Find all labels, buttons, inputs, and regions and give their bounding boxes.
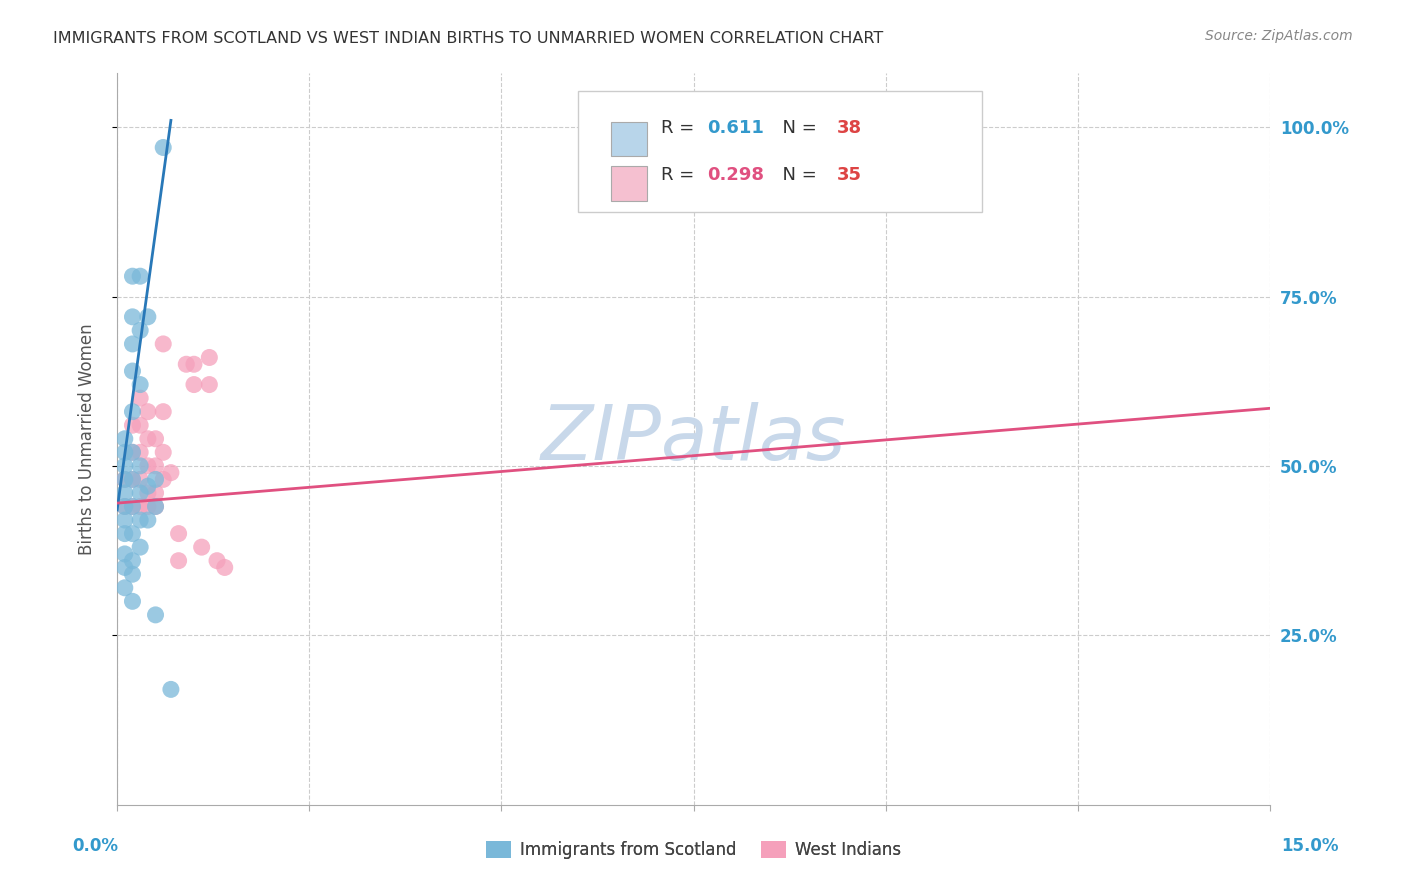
Text: 38: 38: [837, 120, 862, 137]
Point: [114, 472, 136, 486]
Text: 15.0%: 15.0%: [1282, 837, 1339, 855]
Point: [121, 567, 143, 582]
Text: Source: ZipAtlas.com: Source: ZipAtlas.com: [1205, 29, 1353, 43]
Point: [136, 310, 159, 324]
Point: [121, 500, 143, 514]
Point: [121, 364, 143, 378]
Point: [129, 472, 152, 486]
Text: 0.298: 0.298: [707, 166, 765, 184]
Point: [121, 418, 143, 433]
Point: [214, 560, 236, 574]
Point: [136, 513, 159, 527]
Point: [129, 500, 152, 514]
Point: [145, 472, 167, 486]
Point: [152, 472, 174, 486]
Point: [160, 682, 183, 697]
Point: [145, 500, 167, 514]
FancyBboxPatch shape: [610, 166, 648, 201]
Point: [145, 500, 167, 514]
Point: [114, 486, 136, 500]
Point: [190, 540, 212, 554]
Point: [114, 547, 136, 561]
Point: [183, 357, 205, 371]
Text: 35: 35: [837, 166, 862, 184]
Point: [129, 458, 152, 473]
Point: [121, 269, 143, 284]
Point: [114, 500, 136, 514]
Point: [129, 513, 152, 527]
Point: [129, 540, 152, 554]
Point: [114, 581, 136, 595]
Text: 0.611: 0.611: [707, 120, 765, 137]
Point: [198, 351, 221, 365]
Point: [121, 445, 143, 459]
Point: [145, 607, 167, 622]
Point: [145, 458, 167, 473]
Point: [136, 432, 159, 446]
Point: [145, 432, 167, 446]
Text: N =: N =: [770, 166, 823, 184]
Point: [121, 337, 143, 351]
FancyBboxPatch shape: [610, 121, 648, 156]
Point: [114, 500, 136, 514]
Legend: Immigrants from Scotland, West Indians: Immigrants from Scotland, West Indians: [479, 834, 907, 866]
Point: [136, 486, 159, 500]
Text: IMMIGRANTS FROM SCOTLAND VS WEST INDIAN BIRTHS TO UNMARRIED WOMEN CORRELATION CH: IMMIGRANTS FROM SCOTLAND VS WEST INDIAN …: [53, 31, 884, 46]
Point: [160, 466, 183, 480]
Text: ZIPatlas: ZIPatlas: [541, 401, 846, 475]
Point: [121, 500, 143, 514]
Point: [129, 391, 152, 405]
Point: [121, 526, 143, 541]
Point: [121, 594, 143, 608]
Point: [114, 458, 136, 473]
Point: [198, 377, 221, 392]
Point: [152, 140, 174, 154]
Point: [152, 337, 174, 351]
Point: [121, 472, 143, 486]
Point: [129, 445, 152, 459]
Y-axis label: Births to Unmarried Women: Births to Unmarried Women: [79, 323, 96, 555]
Point: [136, 500, 159, 514]
Point: [136, 458, 159, 473]
Point: [121, 445, 143, 459]
Point: [129, 269, 152, 284]
Text: R =: R =: [661, 166, 700, 184]
Point: [183, 377, 205, 392]
Point: [152, 445, 174, 459]
Text: R =: R =: [661, 120, 700, 137]
Text: 0.0%: 0.0%: [73, 837, 118, 855]
Point: [114, 432, 136, 446]
Point: [121, 554, 143, 568]
Point: [129, 418, 152, 433]
Point: [136, 405, 159, 419]
Point: [129, 486, 152, 500]
Point: [167, 526, 190, 541]
Point: [114, 513, 136, 527]
Point: [152, 405, 174, 419]
Point: [114, 445, 136, 459]
Point: [136, 479, 159, 493]
Point: [205, 554, 228, 568]
Point: [145, 486, 167, 500]
Point: [114, 472, 136, 486]
Point: [121, 405, 143, 419]
FancyBboxPatch shape: [578, 91, 981, 212]
Point: [114, 560, 136, 574]
Point: [121, 472, 143, 486]
Point: [121, 310, 143, 324]
Text: N =: N =: [770, 120, 823, 137]
Point: [129, 323, 152, 337]
Point: [174, 357, 197, 371]
Point: [114, 526, 136, 541]
Point: [129, 377, 152, 392]
Point: [167, 554, 190, 568]
